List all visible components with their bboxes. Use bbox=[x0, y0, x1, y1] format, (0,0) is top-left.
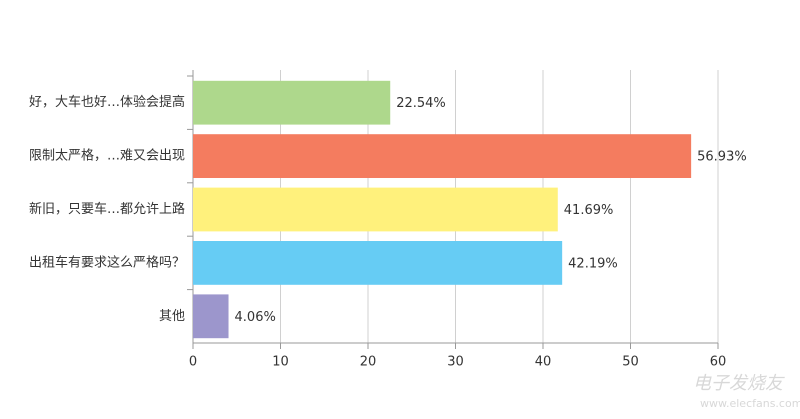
bar bbox=[193, 134, 692, 178]
y-tick-label: 新旧，只要车…都允许上路 bbox=[29, 201, 185, 217]
y-tick-label: 其他 bbox=[159, 309, 185, 324]
x-tick-label: 40 bbox=[535, 355, 552, 370]
x-tick-label: 50 bbox=[622, 355, 639, 370]
bar bbox=[193, 294, 229, 339]
bar bbox=[193, 187, 558, 232]
value-label: 42.19% bbox=[568, 256, 618, 271]
x-tick-label: 20 bbox=[360, 355, 377, 370]
watermark-brand: 电子发烧友 bbox=[693, 373, 785, 394]
bar bbox=[193, 80, 391, 125]
watermark-url: www.elecfans.com bbox=[700, 397, 800, 410]
value-label: 56.93% bbox=[697, 150, 747, 165]
bar bbox=[193, 241, 563, 285]
x-tick-label: 0 bbox=[189, 355, 197, 370]
x-tick-label: 30 bbox=[447, 355, 464, 370]
y-tick-label: 出租车有要求这么严格吗？ bbox=[29, 254, 185, 270]
value-label: 22.54% bbox=[396, 96, 446, 111]
x-tick-label: 60 bbox=[710, 355, 727, 370]
x-tick-label: 10 bbox=[272, 355, 289, 370]
value-label: 41.69% bbox=[564, 203, 614, 218]
y-tick-label: 好，大车也好…体验会提高 bbox=[29, 94, 185, 110]
y-tick-label: 限制太严格，…难又会出现 bbox=[29, 148, 185, 164]
value-label: 4.06% bbox=[235, 310, 276, 325]
